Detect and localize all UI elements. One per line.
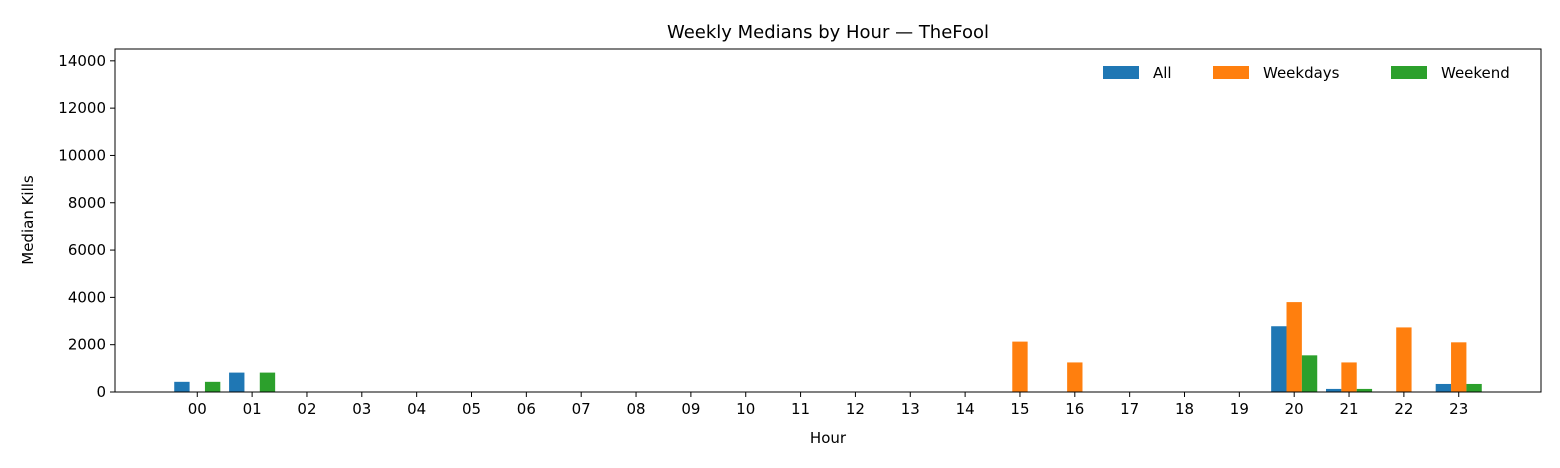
x-tick-label: 05 xyxy=(462,400,481,418)
x-tick-label: 21 xyxy=(1339,400,1358,418)
x-tick-label: 09 xyxy=(681,400,700,418)
bar-weekdays-15 xyxy=(1012,341,1028,392)
bar-weekdays-16 xyxy=(1067,362,1083,392)
x-tick-label: 01 xyxy=(243,400,262,418)
bar-all-01 xyxy=(229,372,245,392)
bar-weekend-23 xyxy=(1466,383,1482,392)
y-axis-ticks: 0 2000 4000 6000 8000 10000 12000 14000 xyxy=(58,52,115,401)
y-tick-label: 4000 xyxy=(68,288,106,306)
x-tick-label: 03 xyxy=(352,400,371,418)
x-tick-label: 11 xyxy=(791,400,810,418)
bar-all-21 xyxy=(1326,388,1342,392)
x-tick-label: 15 xyxy=(1010,400,1029,418)
x-tick-label: 18 xyxy=(1175,400,1194,418)
x-tick-label: 23 xyxy=(1449,400,1468,418)
x-tick-label: 00 xyxy=(188,400,207,418)
x-tick-label: 16 xyxy=(1065,400,1084,418)
legend-swatch-all xyxy=(1103,66,1139,79)
y-tick-label: 6000 xyxy=(68,241,106,259)
x-axis-label: Hour xyxy=(810,429,847,447)
y-axis-label: Median Kills xyxy=(19,175,37,265)
x-tick-label: 17 xyxy=(1120,400,1139,418)
legend-label-weekend: Weekend xyxy=(1441,64,1510,82)
x-tick-label: 12 xyxy=(846,400,865,418)
legend-label-weekdays: Weekdays xyxy=(1263,64,1340,82)
legend-swatch-weekend xyxy=(1391,66,1427,79)
x-tick-label: 08 xyxy=(626,400,645,418)
x-tick-label: 04 xyxy=(407,400,426,418)
bar-weekdays-23 xyxy=(1451,342,1467,392)
bar-weekend-21 xyxy=(1356,388,1373,392)
y-tick-label: 10000 xyxy=(58,146,106,164)
plot-area-frame xyxy=(114,48,1542,393)
chart-title: Weekly Medians by Hour — TheFool xyxy=(667,22,989,43)
bar-weekdays-22 xyxy=(1396,327,1412,392)
x-tick-label: 10 xyxy=(736,400,755,418)
x-tick-label: 02 xyxy=(297,400,316,418)
bar-all-00 xyxy=(174,381,190,392)
bar-weekdays-20 xyxy=(1286,302,1302,392)
x-tick-label: 14 xyxy=(956,400,975,418)
bar-weekend-00 xyxy=(204,381,221,392)
y-tick-label: 2000 xyxy=(68,336,106,354)
x-tick-label: 19 xyxy=(1230,400,1249,418)
legend: All Weekdays Weekend xyxy=(1103,64,1510,82)
bar-weekdays-21 xyxy=(1341,362,1357,392)
y-tick-label: 12000 xyxy=(58,99,106,117)
x-tick-label: 22 xyxy=(1394,400,1413,418)
x-axis-ticks: 00 01 02 03 04 05 06 07 08 09 10 11 12 13 14 15 16 17 18 19… xyxy=(188,392,1468,418)
bar-all-20 xyxy=(1271,326,1287,392)
x-tick-label: 07 xyxy=(572,400,591,418)
bar-layer xyxy=(174,302,1482,392)
bar-all-23 xyxy=(1435,383,1452,392)
bar-weekend-01 xyxy=(259,372,276,392)
y-tick-label: 8000 xyxy=(68,194,106,212)
legend-swatch-weekdays xyxy=(1213,66,1249,79)
x-tick-label: 20 xyxy=(1285,400,1304,418)
y-tick-label: 0 xyxy=(96,383,106,401)
x-tick-label: 13 xyxy=(901,400,920,418)
y-tick-label: 14000 xyxy=(58,52,106,70)
bar-weekend-20 xyxy=(1301,355,1318,392)
legend-label-all: All xyxy=(1153,64,1172,82)
x-tick-label: 06 xyxy=(517,400,536,418)
